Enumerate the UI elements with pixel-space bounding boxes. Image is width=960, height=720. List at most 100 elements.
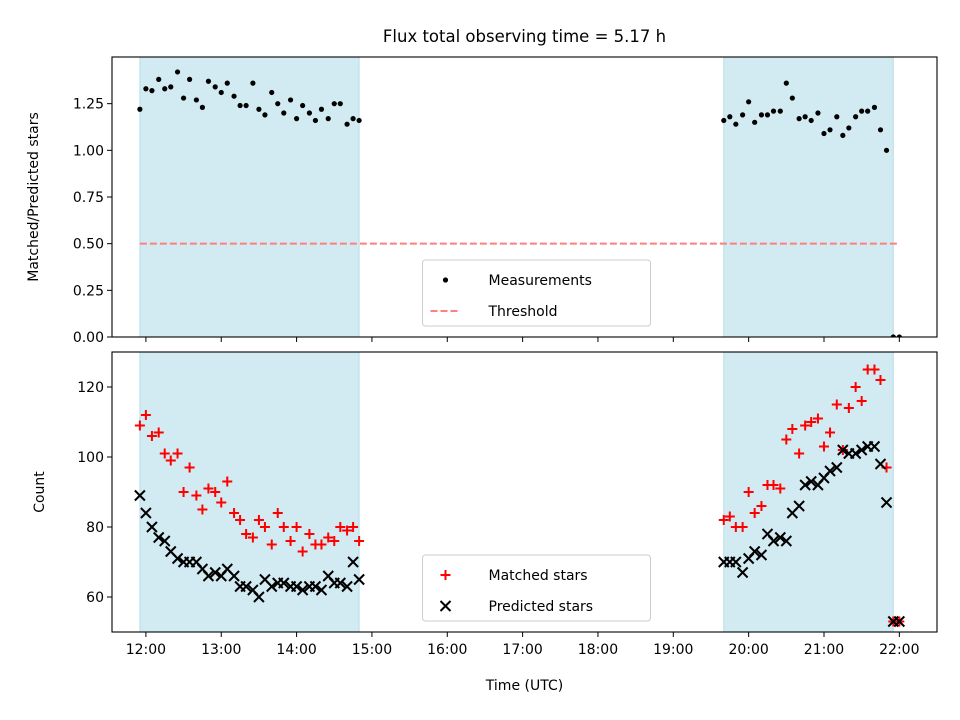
data-layer (134, 364, 906, 628)
matched-stars-point (342, 525, 353, 536)
matched-stars-point (259, 522, 270, 532)
matched-stars-point (285, 536, 296, 546)
measurement-point (770, 108, 777, 114)
matched-stars-point (197, 504, 208, 515)
measurement-point (149, 88, 155, 94)
predicted-stars-point (266, 580, 278, 593)
matched-stars-point (354, 536, 365, 546)
measurement-point (821, 130, 827, 137)
measurement-point (859, 108, 865, 114)
measurement-point (199, 104, 206, 110)
predicted-stars-point (824, 465, 836, 477)
measurement-point (740, 112, 746, 118)
bottom-panel: 60 80 100 120 12:00 13:00 14:00 15:00 16:00 17:00… (77, 351, 938, 658)
measurement-point (871, 104, 878, 110)
matched-stars-point (737, 522, 748, 532)
matched-stars-point (756, 501, 767, 511)
measurement-point (281, 110, 287, 116)
y-axis-label-bottom: Count (32, 471, 48, 513)
matched-stars-point (178, 487, 189, 497)
x-tick-label: 21:00 (804, 642, 844, 658)
predicted-stars-point (347, 556, 359, 568)
matched-stars-point (323, 532, 334, 543)
predicted-stars-point (767, 535, 780, 547)
predicted-stars-point (780, 535, 793, 547)
measurement-point (356, 117, 362, 124)
predicted-stars-point (290, 580, 303, 593)
x-tick-label: 19:00 (653, 642, 693, 658)
x-tick-label: 17:00 (502, 642, 542, 658)
matched-stars-point (818, 441, 829, 452)
predicted-stars-point (880, 496, 893, 509)
matched-stars-point (787, 424, 798, 434)
matched-stars-point (229, 508, 240, 518)
matched-stars-point (718, 515, 729, 525)
predicted-stars-point (171, 552, 184, 565)
y-tick-label: 100 (77, 450, 104, 466)
predicted-stars-point (868, 440, 881, 453)
matched-stars-point (875, 375, 886, 385)
y-tick-label: 80 (86, 520, 104, 536)
predicted-stars-point (793, 500, 805, 512)
measurement-point (783, 80, 789, 86)
predicted-stars-point (849, 447, 862, 460)
legend-box (422, 554, 651, 622)
matched-stars-point (184, 462, 195, 473)
predicted-stars-point (805, 475, 817, 488)
y-tick-label: 0.25 (73, 283, 104, 299)
x-tick-label: 22:00 (879, 642, 919, 658)
matched-stars-point (222, 476, 233, 487)
measurement-point (180, 95, 187, 101)
measurement-point (865, 108, 871, 114)
matched-stars-point (153, 427, 164, 438)
predicted-stars-point (315, 584, 328, 596)
predicted-stars-point (831, 461, 843, 474)
measurement-point (890, 334, 896, 337)
predicted-stars-point (146, 521, 158, 533)
top-panel: 0.00 0.25 0.50 0.75 1.00 1.25 Measurements Thre… (73, 56, 938, 346)
predicted-stars-point (353, 573, 365, 586)
matched-stars-point (266, 539, 277, 550)
matched-stars-point (278, 522, 289, 532)
measurement-point (777, 108, 783, 114)
measurement-point (752, 119, 758, 125)
y-tick-label: 120 (77, 380, 104, 396)
legend-box (422, 259, 651, 327)
matched-stars-point (329, 536, 340, 546)
predicted-stars-point (140, 507, 152, 519)
predicted-stars-point (209, 566, 221, 579)
legend-label: Threshold (488, 304, 558, 320)
matched-stars-point (146, 431, 157, 441)
measurement-point (174, 69, 181, 75)
y-tick-label: 1.00 (73, 143, 104, 159)
measurement-point (840, 132, 846, 138)
matched-stars-point (241, 529, 252, 539)
axes-frame (111, 351, 938, 633)
predicted-stars-point (202, 570, 215, 582)
x-tick-label: 16:00 (427, 642, 467, 658)
x-tick-label: 18:00 (578, 642, 618, 658)
predicted-stars-point (228, 570, 240, 582)
legend-marker (442, 277, 449, 283)
measurement-point (156, 76, 162, 82)
measurement-point (243, 102, 249, 109)
matched-stars-point (210, 487, 221, 497)
matched-stars-point (172, 448, 183, 459)
measurement-point (143, 86, 149, 92)
predicted-stars-point (730, 556, 742, 568)
legend-label: Matched stars (489, 568, 588, 584)
predicted-stars-point (736, 566, 749, 579)
measurement-point (231, 93, 237, 99)
matched-stars-point (191, 490, 202, 501)
measurement-point (224, 80, 230, 86)
measurement-point (300, 102, 306, 109)
matched-stars-point (856, 396, 867, 406)
matched-stars-point (768, 480, 779, 490)
measurement-point (846, 125, 852, 131)
observing-interval-band (723, 56, 894, 338)
x-tick-label: 13:00 (201, 642, 241, 658)
matched-stars-point (831, 399, 842, 410)
y-tick-label: 60 (86, 590, 104, 606)
matched-stars-point (850, 382, 861, 392)
